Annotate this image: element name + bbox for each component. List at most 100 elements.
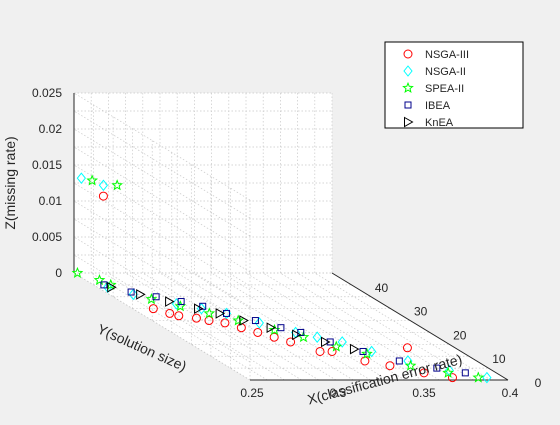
data-point [361,347,373,359]
data-point [111,179,124,191]
legend-marker [403,49,413,59]
legend-label: KnEA [425,117,454,129]
left-wall-grid-line [73,110,251,219]
data-point [107,281,117,293]
data-point [165,308,175,318]
floor-grid-line [177,272,354,381]
y-tick-label: 10 [492,352,506,366]
data-point [286,337,296,347]
x-tick-label: 0.4 [502,386,519,400]
data-point [253,327,263,337]
data-point [148,304,158,314]
floor-grid-line [245,272,423,381]
data-point [127,288,135,296]
data-point [292,329,302,341]
data-point [419,368,429,378]
data-point [128,288,138,301]
floor-grid-line [194,272,371,381]
tick-labels-group: 0.25 0.3 0.35 0.4 0 10 20 30 40 0 0.005 0.01 0.015 0.… [32,86,542,400]
data-point [98,191,108,201]
left-wall-grid-line [73,218,251,327]
data-point [232,314,245,326]
z-tick-label: 0 [55,266,62,280]
z-tick-label: 0.015 [32,158,62,172]
data-point [215,308,226,319]
data-point [482,371,492,384]
data-point [461,369,469,377]
floor-grid-line [263,272,440,381]
legend-label: NSGA-II [425,66,466,78]
series-nsga-iii [98,191,457,383]
data-point [145,293,158,305]
left-wall-grid-line [73,200,251,309]
data-point [136,289,146,300]
legend-marker [404,116,414,128]
data-point [251,317,259,325]
legend-marker [403,65,413,77]
z-tick-label: 0.02 [39,122,63,136]
legend-label: NSGA-III [425,49,469,61]
floor-grid-line [125,272,302,381]
y-tick-label: 30 [414,305,428,319]
data-point [204,316,214,326]
z-axis-title: Z(missing rate) [2,136,18,229]
floor-grid-line [228,272,405,381]
left-wall-grid-line [73,164,251,273]
legend-box [384,41,524,129]
data-point [442,366,454,378]
data-point [359,347,367,355]
z-tick-label: 0.025 [32,86,62,100]
data-point [327,346,337,356]
data-point [177,298,185,306]
data-point [203,307,216,319]
floor-grid-line [159,272,337,381]
data-point [93,273,106,286]
left-wall-grid-line [73,272,251,381]
data-point [402,343,412,353]
data-point [254,317,264,329]
data-point [100,281,108,289]
legend-label: SPEA-II [425,83,464,95]
data-point [165,296,175,307]
series-knea [107,281,360,355]
left-wall-grid-line [73,92,251,201]
floor-grid-line [297,272,474,381]
data-point [321,336,331,348]
y-axis-line [331,272,509,381]
left-wall-grid-line [73,146,251,255]
legend-marker [404,101,412,109]
x-tick-label: 0.25 [240,386,264,400]
floor-grid-line [91,272,268,381]
data-point [395,357,403,365]
y-tick-label: 20 [453,328,467,342]
data-point [71,266,84,278]
x-tick-label: 0.35 [412,386,436,400]
y-tick-label: 0 [535,376,542,390]
left-wall-grid-line [73,254,251,363]
data-point [312,331,322,344]
data-point [472,371,485,383]
data-point [349,343,360,355]
data-point [152,293,160,301]
data-point [326,338,334,346]
left-wall-grid-line [73,128,251,237]
floor-grid-line [142,272,319,381]
axes-group [73,93,509,381]
data-point [433,364,441,372]
data-point [404,359,417,371]
data-point [315,346,325,356]
data-point [297,328,305,336]
legend-marker [402,81,414,93]
x-tick-label: 0.3 [330,386,347,400]
z-tick-label: 0.01 [39,194,63,208]
data-point [98,179,109,192]
left-wall-grid-line [73,182,251,291]
data-point [86,174,98,186]
data-point [194,303,204,315]
floor-grid-line [314,272,491,381]
data-point [385,361,395,371]
legend: NSGA-III NSGA-II SPEA-II IBEA KnEA [384,41,524,129]
data-point [337,336,347,348]
